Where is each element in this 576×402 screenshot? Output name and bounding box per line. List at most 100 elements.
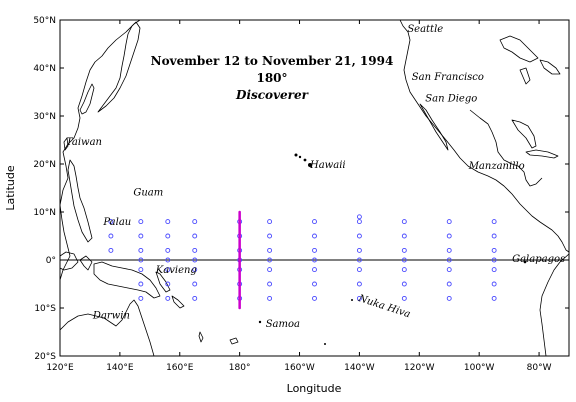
cuba-coastline — [525, 149, 559, 159]
buoy-marker — [356, 257, 362, 263]
buoy-marker — [267, 247, 273, 253]
buoy-marker — [192, 219, 198, 225]
buoy-marker — [401, 247, 407, 253]
x-axis-title: Longitude — [287, 382, 342, 395]
x-tick-label: 140°E — [106, 363, 134, 373]
buoy-marker — [446, 247, 452, 253]
place-label: San Diego — [425, 94, 477, 105]
great-lakes — [519, 67, 531, 85]
buoy-marker — [401, 219, 407, 225]
hawaii-island — [303, 158, 307, 162]
south-america-coastline — [539, 253, 569, 356]
coastlines — [60, 20, 569, 356]
place-label: Darwin — [92, 311, 130, 322]
y-tick-label: 0° — [46, 256, 56, 266]
buoy-marker — [401, 267, 407, 273]
buoy-marker — [356, 214, 362, 220]
hawaii-island — [298, 155, 302, 159]
place-label: Palau — [102, 217, 131, 228]
buoy-array — [108, 214, 497, 301]
buoy-marker — [267, 233, 273, 239]
buoy-marker — [192, 281, 198, 287]
header-longitude: 180° — [256, 71, 287, 85]
buoy-marker — [138, 247, 144, 253]
buoy-marker — [108, 247, 114, 253]
solomons-coastline — [171, 295, 185, 309]
buoy-marker — [356, 219, 362, 225]
buoy-marker — [267, 295, 273, 301]
buoy-marker — [491, 267, 497, 273]
buoy-marker — [165, 267, 171, 273]
buoy-marker — [312, 267, 317, 273]
buoy-marker — [312, 233, 317, 239]
hawaii-island — [294, 153, 298, 157]
samoa-island — [258, 320, 262, 324]
place-label: San Francisco — [412, 72, 484, 83]
buoy-marker — [491, 295, 497, 301]
buoy-marker — [165, 219, 171, 225]
buoy-marker — [267, 219, 273, 225]
north-america-coastline — [399, 20, 569, 253]
place-label: Taiwan — [66, 137, 102, 148]
x-tick-label: 120°E — [46, 363, 74, 373]
taiwan-coastline — [63, 137, 69, 151]
x-tick-label: 160°W — [284, 363, 315, 373]
buoy-marker — [165, 233, 171, 239]
hawaii-island — [308, 163, 312, 167]
philippines-coastline — [67, 159, 93, 243]
y-axis-title: Latitude — [4, 165, 17, 211]
baja-coastline — [419, 103, 449, 151]
buoy-marker — [356, 295, 362, 301]
marquesas-island — [351, 299, 353, 301]
x-tick-label: 140°W — [344, 363, 375, 373]
buoy-marker — [401, 295, 407, 301]
buoy-marker — [491, 247, 497, 253]
place-label: Galapagos — [512, 254, 565, 265]
buoy-marker — [446, 295, 452, 301]
buoy-marker — [165, 247, 171, 253]
x-tick-label: 160°E — [166, 363, 194, 373]
vanuatu-coastline — [198, 331, 204, 343]
buoy-marker — [491, 233, 497, 239]
header-vessel: Discoverer — [235, 88, 310, 102]
y-tick-label: 40°N — [33, 64, 56, 74]
great-lakes — [499, 35, 539, 63]
indonesia-coastline — [60, 251, 79, 271]
buoy-marker — [446, 281, 452, 287]
buoy-marker — [138, 233, 144, 239]
buoy-marker — [108, 233, 114, 239]
buoy-marker — [165, 257, 171, 263]
buoy-marker — [138, 281, 144, 287]
buoy-marker — [192, 257, 198, 263]
place-label: Samoa — [266, 319, 300, 330]
great-lakes — [539, 59, 561, 75]
buoy-marker — [138, 267, 144, 273]
place-label: Guam — [133, 188, 163, 199]
florida-coastline — [511, 119, 537, 149]
buoy-marker — [267, 267, 273, 273]
header-date-range: November 12 to November 21, 1994 — [151, 54, 394, 68]
buoy-marker — [192, 295, 198, 301]
x-tick-label: 100°W — [464, 363, 495, 373]
new-guinea-coastline — [93, 261, 161, 299]
buoy-marker — [138, 257, 144, 263]
asia-coastline — [60, 20, 141, 281]
y-tick-label: 10°N — [33, 208, 56, 218]
y-tick-label: 10°S — [34, 304, 56, 314]
buoy-marker — [491, 219, 497, 225]
buoy-marker — [491, 257, 497, 263]
buoy-marker — [192, 247, 198, 253]
x-tick-label: 120°W — [404, 363, 435, 373]
buoy-marker — [491, 281, 497, 287]
australia-coastline — [60, 299, 155, 356]
buoy-marker — [356, 267, 362, 273]
place-label: Kavieng — [155, 265, 197, 276]
place-label: Manzanillo — [468, 161, 525, 172]
buoy-marker — [446, 233, 452, 239]
buoy-marker — [312, 281, 317, 287]
buoy-marker — [138, 219, 144, 225]
buoy-marker — [165, 281, 171, 287]
x-tick-label: 80°W — [527, 363, 552, 373]
buoy-marker — [446, 267, 452, 273]
